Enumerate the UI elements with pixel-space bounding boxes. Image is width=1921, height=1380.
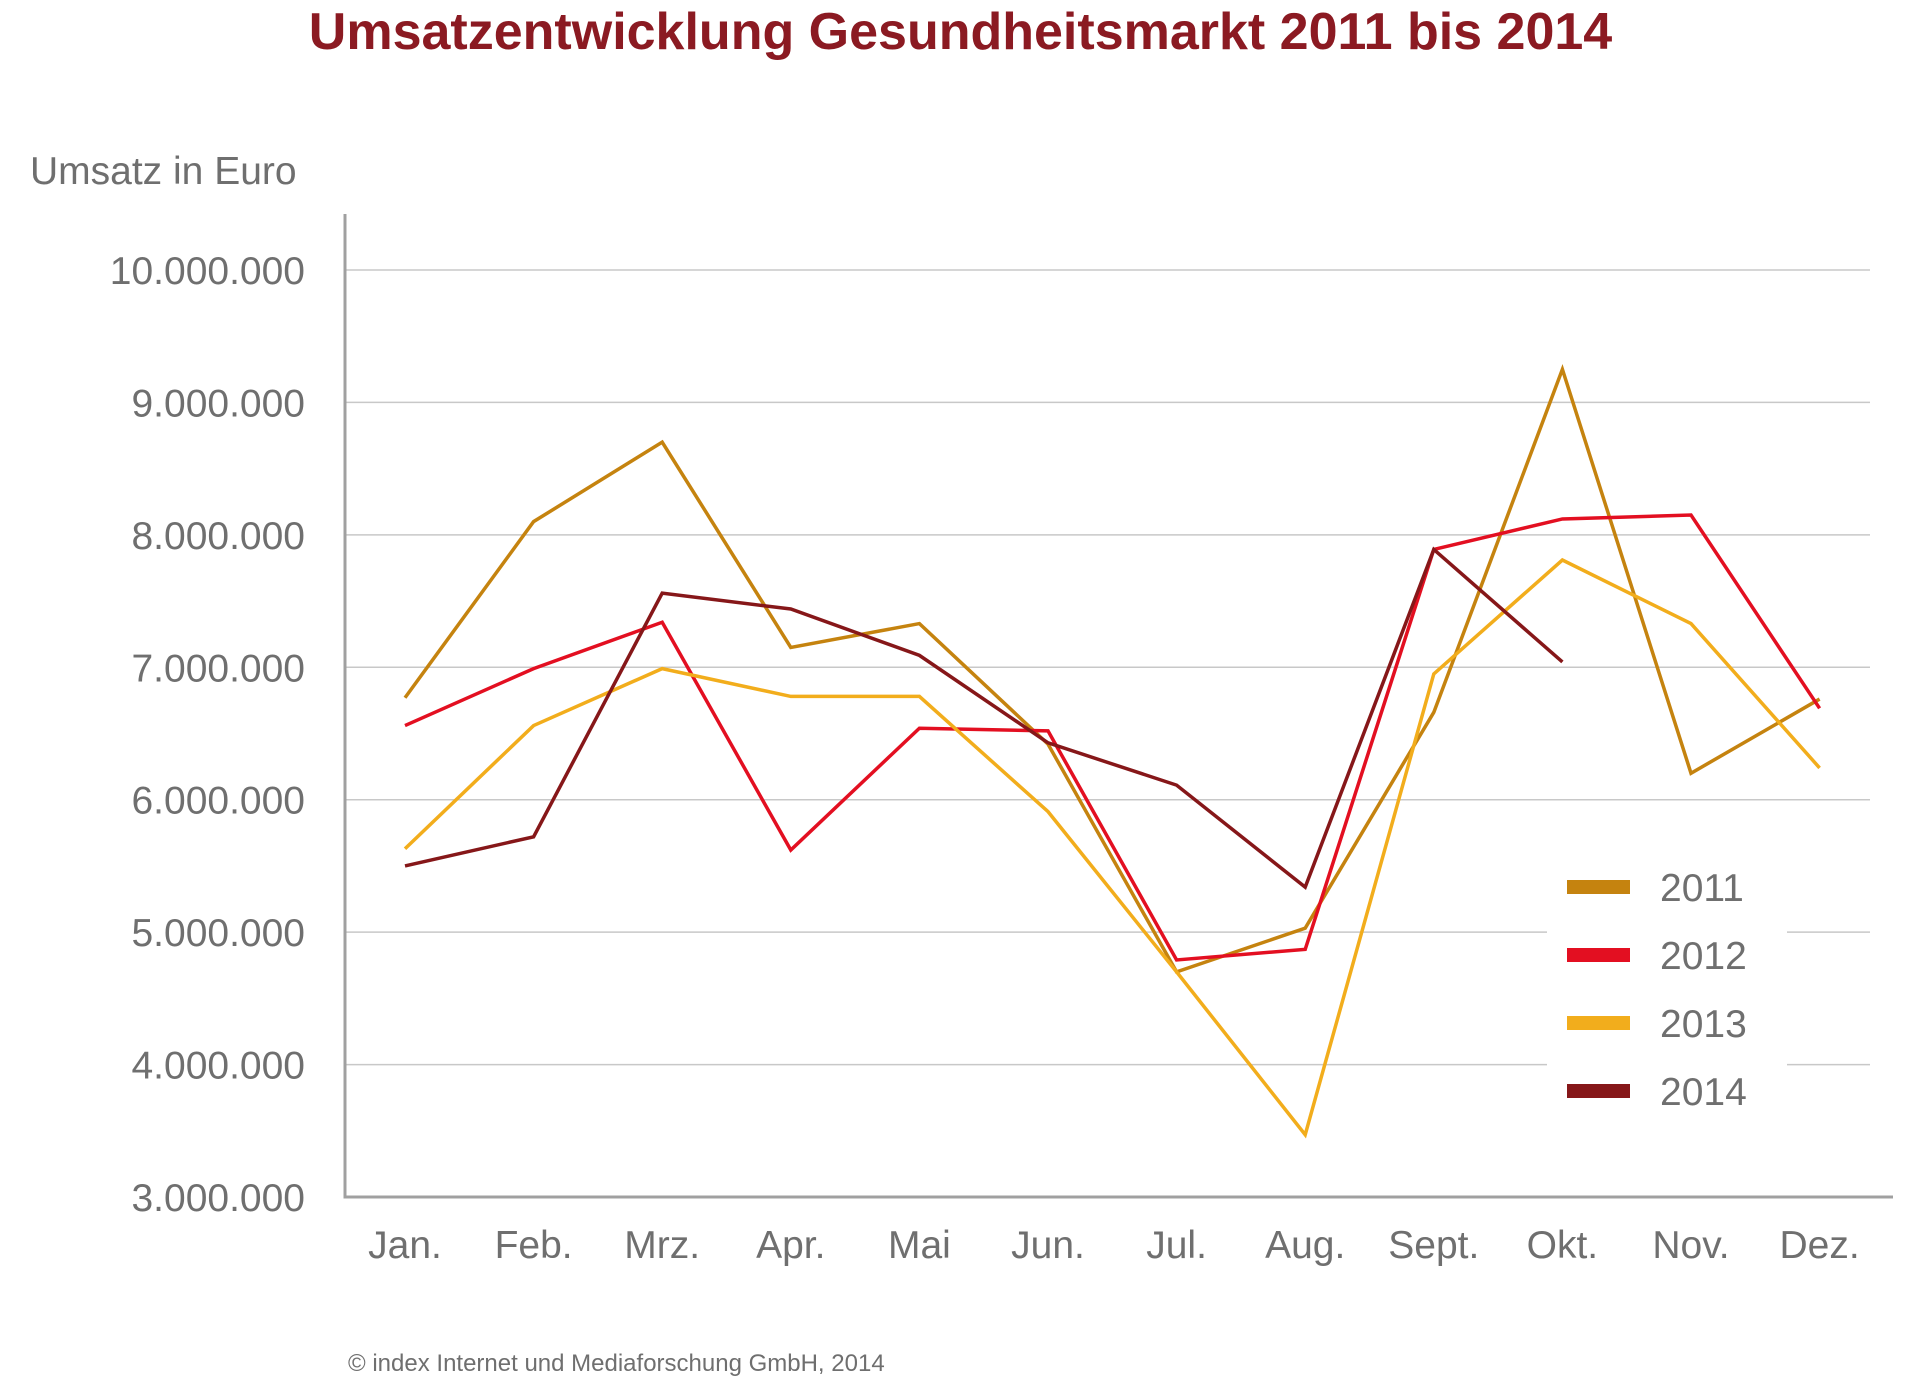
x-tick-label: Dez. xyxy=(1779,1224,1859,1267)
axes xyxy=(343,214,1893,1199)
y-tick-label: 10.000.000 xyxy=(110,250,305,293)
x-tick-label: Jul. xyxy=(1146,1224,1207,1267)
x-tick-label: Mrz. xyxy=(624,1224,700,1267)
y-tick-label: 5.000.000 xyxy=(131,912,305,955)
series-line-2012 xyxy=(404,513,1822,962)
x-tick-label: Jun. xyxy=(1011,1224,1085,1267)
x-tick-label: Apr. xyxy=(756,1224,825,1267)
x-tick-label: Nov. xyxy=(1652,1224,1729,1267)
legend-swatch-2014 xyxy=(1567,1084,1630,1098)
x-tick-labels: Jan. Feb. Mrz. Apr. Mai Jun. Jul. Aug. Sept. Okt.… xyxy=(368,1224,1860,1267)
x-tick-label: Jan. xyxy=(368,1224,442,1267)
y-tick-label: 4.000.000 xyxy=(131,1045,305,1088)
legend: 2011 2012 2013 2014 xyxy=(1547,858,1787,1130)
legend-label-2012: 2012 xyxy=(1660,935,1747,978)
series-line-2011 xyxy=(403,363,1821,974)
y-tick-label: 8.000.000 xyxy=(131,515,305,558)
chart-title: Umsatzentwicklung Gesundheitsmarkt 2011 … xyxy=(308,3,1613,61)
legend-label-2014: 2014 xyxy=(1660,1071,1747,1114)
series-line-2014 xyxy=(404,546,1564,890)
legend-label-2011: 2011 xyxy=(1660,867,1744,910)
y-tick-label: 3.000.000 xyxy=(131,1177,305,1220)
legend-label-2013: 2013 xyxy=(1660,1003,1747,1046)
y-tick-label: 9.000.000 xyxy=(131,382,305,425)
x-tick-label: Feb. xyxy=(495,1224,573,1267)
y-tick-labels: 3.000.000 4.000.000 5.000.000 6.000.000 7.00… xyxy=(110,250,305,1220)
y-axis-label: Umsatz in Euro xyxy=(30,150,297,193)
copyright-footer: © index Internet und Mediaforschung GmbH… xyxy=(348,1350,885,1377)
gridlines xyxy=(345,269,1870,1066)
y-tick-label: 6.000.000 xyxy=(131,780,305,823)
legend-swatch-2011 xyxy=(1567,880,1630,894)
y-tick-label: 7.000.000 xyxy=(131,647,305,690)
x-tick-label: Aug. xyxy=(1265,1224,1345,1267)
x-tick-label: Sept. xyxy=(1388,1224,1479,1267)
series-lines xyxy=(403,363,1822,1139)
x-tick-label: Okt. xyxy=(1527,1224,1599,1267)
x-tick-label: Mai xyxy=(888,1224,951,1267)
legend-swatch-2012 xyxy=(1567,948,1630,962)
series-line-2013 xyxy=(403,557,1821,1139)
legend-swatch-2013 xyxy=(1567,1016,1630,1030)
